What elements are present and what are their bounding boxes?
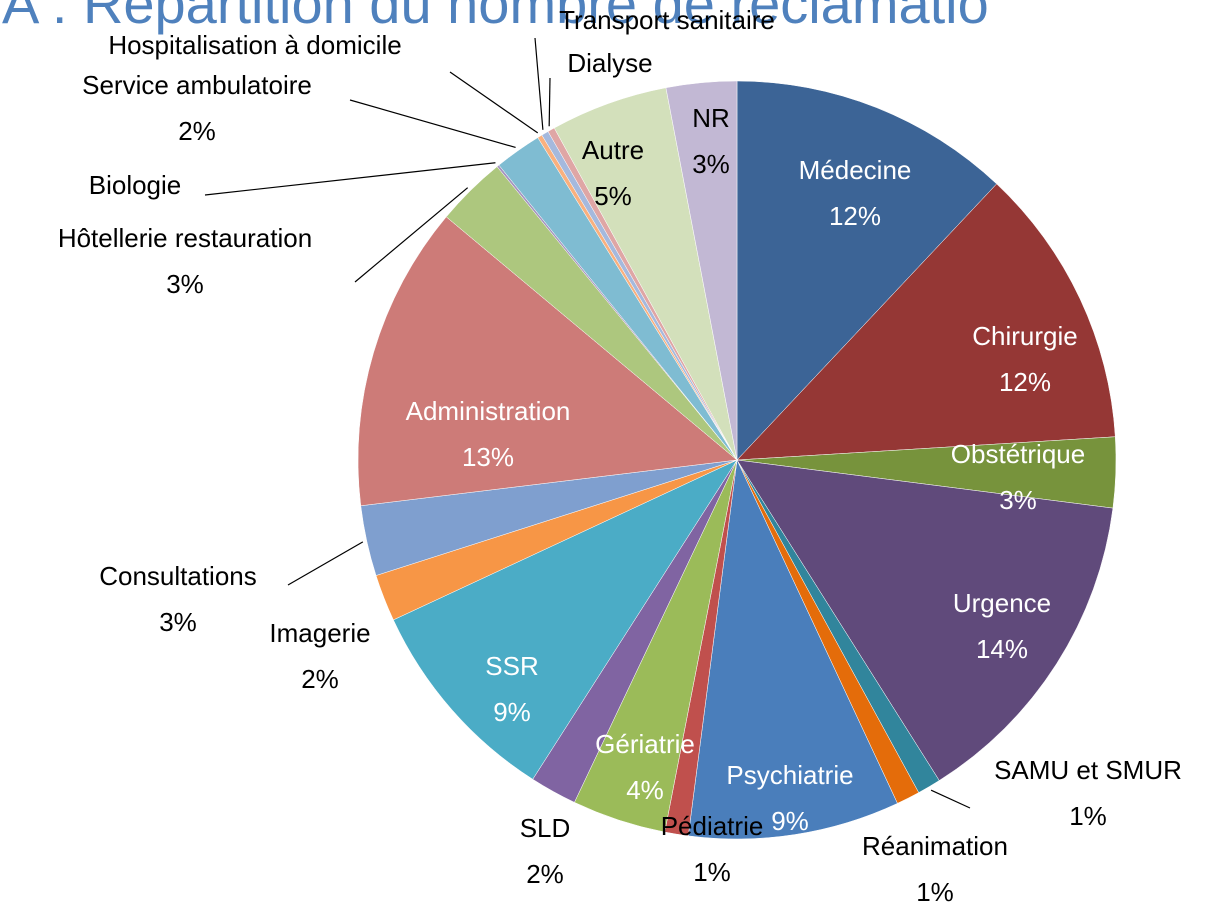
slice-label: Chirurgie	[972, 321, 1078, 351]
slice-value-label: 9%	[771, 806, 809, 836]
slice-label: Dialyse	[567, 48, 652, 78]
slice-label: Service ambulatoire	[82, 70, 312, 100]
slice-label: Hôtellerie restauration	[58, 223, 312, 253]
slice-value-label: 12%	[999, 367, 1051, 397]
slice-label: Psychiatrie	[726, 760, 853, 790]
slice-label: Gériatrie	[595, 729, 695, 759]
slice-value-label: 2%	[301, 664, 339, 694]
pie-slice	[736, 80, 998, 461]
leader-line	[349, 99, 516, 149]
slice-value-label: 2%	[526, 859, 564, 889]
leader-line	[449, 71, 539, 134]
slice-label: SAMU et SMUR	[994, 755, 1182, 785]
slice-value-label: 3%	[999, 485, 1037, 515]
pie-slice	[357, 216, 738, 507]
slice-value-label: 13%	[462, 442, 514, 472]
leader-line	[354, 187, 469, 283]
chart-title: A : Répartition du nombre de réclamatio	[2, 0, 989, 35]
slice-value-label: 1%	[916, 877, 954, 907]
slice-label: SSR	[485, 651, 538, 681]
leader-line	[287, 541, 364, 586]
pie-slice	[665, 80, 738, 461]
slice-value-label: 5%	[594, 181, 632, 211]
pie-slice	[687, 459, 898, 840]
slice-label: Réanimation	[862, 831, 1008, 861]
slice-label: Transport sanitaire	[559, 5, 775, 35]
slice-label: Médecine	[799, 155, 912, 185]
slice-label: Obstétrique	[951, 439, 1085, 469]
slice-value-label: 3%	[159, 607, 197, 637]
slice-value-label: 1%	[1069, 801, 1107, 831]
leader-line	[548, 77, 551, 127]
leader-line	[534, 37, 544, 130]
slice-value-label: 3%	[692, 149, 730, 179]
slice-label: Consultations	[99, 561, 257, 591]
slice-value-label: 4%	[626, 775, 664, 805]
slice-label: NR	[692, 103, 730, 133]
slice-label: Urgence	[953, 588, 1051, 618]
slice-value-label: 2%	[178, 116, 216, 146]
slice-label: Autre	[582, 135, 644, 165]
slice-label: Pédiatrie	[661, 811, 764, 841]
slice-label: Imagerie	[269, 618, 370, 648]
slice-value-label: 1%	[693, 857, 731, 887]
pie-slice	[393, 459, 738, 780]
slice-value-label: 3%	[166, 269, 204, 299]
slice-value-label: 14%	[976, 634, 1028, 664]
slice-label: Hospitalisation à domicile	[108, 30, 401, 60]
slice-label: Administration	[406, 396, 571, 426]
slice-label: Biologie	[89, 170, 182, 200]
slice-label: SLD	[520, 813, 571, 843]
leader-line	[204, 162, 496, 196]
pie-slice	[736, 183, 1116, 461]
slice-value-label: 12%	[829, 201, 881, 231]
slice-value-label: 9%	[493, 697, 531, 727]
leader-line	[930, 789, 971, 809]
pie-slice	[736, 459, 1114, 781]
